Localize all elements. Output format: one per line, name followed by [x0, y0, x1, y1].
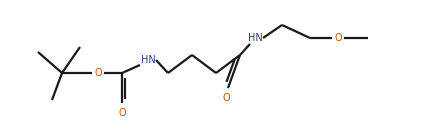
Text: O: O: [334, 33, 342, 43]
Text: O: O: [94, 68, 102, 78]
Text: O: O: [118, 108, 126, 118]
Text: HN: HN: [141, 55, 155, 65]
Text: HN: HN: [248, 33, 262, 43]
Text: O: O: [222, 93, 230, 103]
